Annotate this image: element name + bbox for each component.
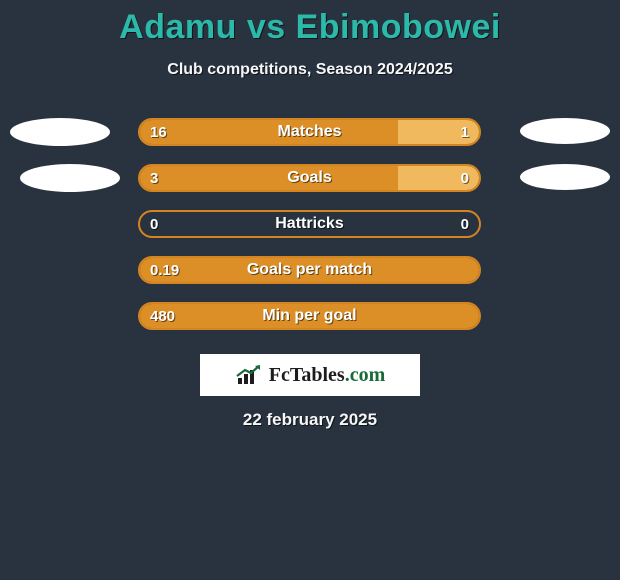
stat-row: Goals per match0.19 [0,256,620,284]
stat-value-right: 0 [461,212,469,236]
bar-segment-left [140,120,398,144]
stat-bar: Goals per match0.19 [138,256,481,284]
bar-chart-icon [235,364,263,386]
stat-value-right: 0 [461,166,469,190]
stat-bar: Goals30 [138,164,481,192]
player-avatar-right [520,118,610,144]
subtitle: Club competitions, Season 2024/2025 [0,61,620,79]
player-avatar-right [520,164,610,190]
stat-bar: Hattricks0 0 [138,210,481,238]
bar-segment-left [140,166,398,190]
stat-label: Hattricks [140,212,479,236]
stat-value-right: 1 [461,120,469,144]
comparison-chart: Matches161Goals30Hattricks00Goals per ma… [0,118,620,348]
stat-value-left: 3 [150,166,158,190]
stat-value-left: 0 [150,212,158,236]
stat-row: Matches161 [0,118,620,146]
logo-text-accent: .com [345,364,386,386]
stat-value-left: 16 [150,120,167,144]
logo-text: FcTables.com [269,364,385,387]
stat-value-left: 0.19 [150,258,179,282]
stat-bar: Min per goal480 [138,302,481,330]
bar-segment-left [140,304,479,328]
stat-value-left: 480 [150,304,175,328]
player-avatar-left [20,164,120,192]
player-avatar-left [10,118,110,146]
date-label: 22 february 2025 [0,410,620,430]
stat-bar: Matches161 [138,118,481,146]
stat-row: Hattricks0 0 [0,210,620,238]
logo-text-main: FcTables [269,364,345,386]
bar-segment-left [140,258,479,282]
stat-row: Goals30 [0,164,620,192]
source-logo: FcTables.com [200,354,420,396]
page-title: Adamu vs Ebimobowei [0,0,620,47]
stat-row: Min per goal480 [0,302,620,330]
